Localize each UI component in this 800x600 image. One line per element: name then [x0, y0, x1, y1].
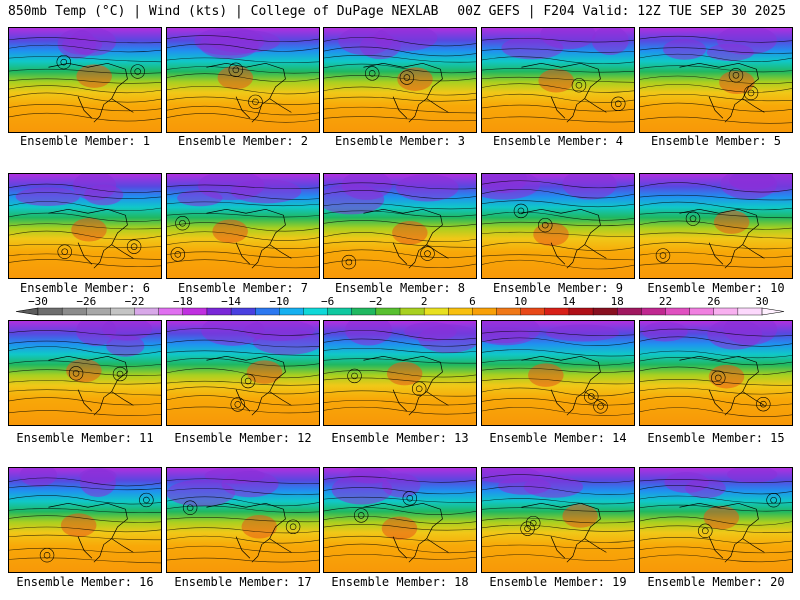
colorbar-tick-label: −18 [173, 296, 193, 308]
member-label: Ensemble Member: 2 [177, 134, 309, 148]
member-label: Ensemble Member: 10 [647, 281, 785, 295]
colorbar-tick-label: 26 [707, 296, 720, 308]
colorbar-tick-label: −14 [221, 296, 241, 308]
member-map-panel [166, 467, 320, 573]
colorbar-tick-label: 2 [421, 296, 428, 308]
member-label: Ensemble Member: 12 [174, 431, 312, 445]
colorbar-segment [713, 307, 739, 316]
colorbar-segment [737, 307, 763, 316]
colorbar-segment [134, 307, 160, 316]
member-map-panel [8, 467, 162, 573]
member-map-panel [166, 173, 320, 279]
member-label: Ensemble Member: 9 [492, 281, 624, 295]
colorbar-tick-label: −2 [369, 296, 382, 308]
colorbar-segment [448, 307, 473, 316]
colorbar-tick-label: 10 [514, 296, 527, 308]
chart-title: 850mb Temp (°C) | Wind (kts) | College o… [8, 4, 439, 19]
colorbar-tick-label: 14 [562, 296, 576, 308]
member-map-panel [639, 320, 793, 426]
colorbar-tick-label: −26 [76, 296, 96, 308]
colorbar-segment [689, 307, 715, 316]
member-map-panel [323, 27, 477, 133]
colorbar-tick-label: 22 [659, 296, 672, 308]
colorbar-segment [544, 307, 570, 316]
member-map-panel [481, 173, 635, 279]
colorbar-segment [423, 307, 449, 316]
member-label: Ensemble Member: 14 [489, 431, 627, 445]
colorbar-segment [641, 307, 666, 316]
member-label: Ensemble Member: 16 [16, 575, 154, 589]
colorbar-segment [472, 307, 498, 316]
member-label: Ensemble Member: 18 [331, 575, 469, 589]
colorbar-segment [665, 307, 691, 316]
colorbar-segment [303, 307, 329, 316]
temperature-colorbar: −30−26−22−18−14−10−6−2261014182226303438… [15, 296, 785, 316]
member-map-panel [8, 320, 162, 426]
member-label: Ensemble Member: 11 [16, 431, 154, 445]
colorbar-segment [399, 307, 425, 316]
member-label: Ensemble Member: 19 [489, 575, 627, 589]
colorbar-segment [158, 307, 184, 316]
colorbar-over-arrow [761, 307, 785, 316]
colorbar-segment [182, 307, 208, 316]
member-label: Ensemble Member: 20 [647, 575, 785, 589]
member-label: Ensemble Member: 7 [177, 281, 309, 295]
colorbar-tick-label: −10 [269, 296, 289, 308]
member-map-panel [323, 467, 477, 573]
member-label: Ensemble Member: 1 [19, 134, 151, 148]
member-map-panel [166, 27, 320, 133]
member-label: Ensemble Member: 4 [492, 134, 624, 148]
colorbar-segment [568, 307, 594, 316]
colorbar-segment [327, 307, 353, 316]
member-map-panel [323, 173, 477, 279]
member-label: Ensemble Member: 15 [647, 431, 785, 445]
colorbar-segment [375, 307, 401, 316]
member-map-panel [8, 173, 162, 279]
colorbar-tick-label: 6 [469, 296, 476, 308]
member-label: Ensemble Member: 6 [19, 281, 151, 295]
member-label: Ensemble Member: 5 [650, 134, 782, 148]
colorbar-segment [592, 307, 618, 316]
member-map-panel [639, 27, 793, 133]
member-map-panel [8, 27, 162, 133]
colorbar-segment [86, 307, 111, 316]
member-map-panel [639, 173, 793, 279]
colorbar-segment [617, 307, 642, 316]
colorbar-segment [254, 307, 280, 316]
colorbar-segment [37, 307, 63, 316]
model-run-valid-time: 00Z GEFS | F204 Valid: 12Z TUE SEP 30 20… [457, 4, 786, 19]
member-map-panel [481, 320, 635, 426]
member-map-panel [323, 320, 477, 426]
colorbar-segment [496, 307, 522, 316]
colorbar-tick-label: −6 [321, 296, 334, 308]
colorbar-segment [230, 307, 256, 316]
colorbar-segment [520, 307, 546, 316]
member-label: Ensemble Member: 17 [174, 575, 312, 589]
member-label: Ensemble Member: 13 [331, 431, 469, 445]
member-map-panel [639, 467, 793, 573]
colorbar-tick-label: −30 [28, 296, 48, 308]
colorbar-tick-label: 30 [755, 296, 768, 308]
member-label: Ensemble Member: 8 [334, 281, 466, 295]
colorbar-tick-label: 18 [611, 296, 624, 308]
member-label: Ensemble Member: 3 [334, 134, 466, 148]
member-map-panel [481, 27, 635, 133]
colorbar-tick-label: −22 [125, 296, 145, 308]
colorbar-segment [279, 307, 304, 316]
member-map-panel [166, 320, 320, 426]
colorbar-under-arrow [15, 307, 39, 316]
colorbar-segment [351, 307, 377, 316]
member-map-panel [481, 467, 635, 573]
colorbar-segment [110, 307, 136, 316]
colorbar-segment [61, 307, 87, 316]
colorbar-segment [206, 307, 232, 316]
